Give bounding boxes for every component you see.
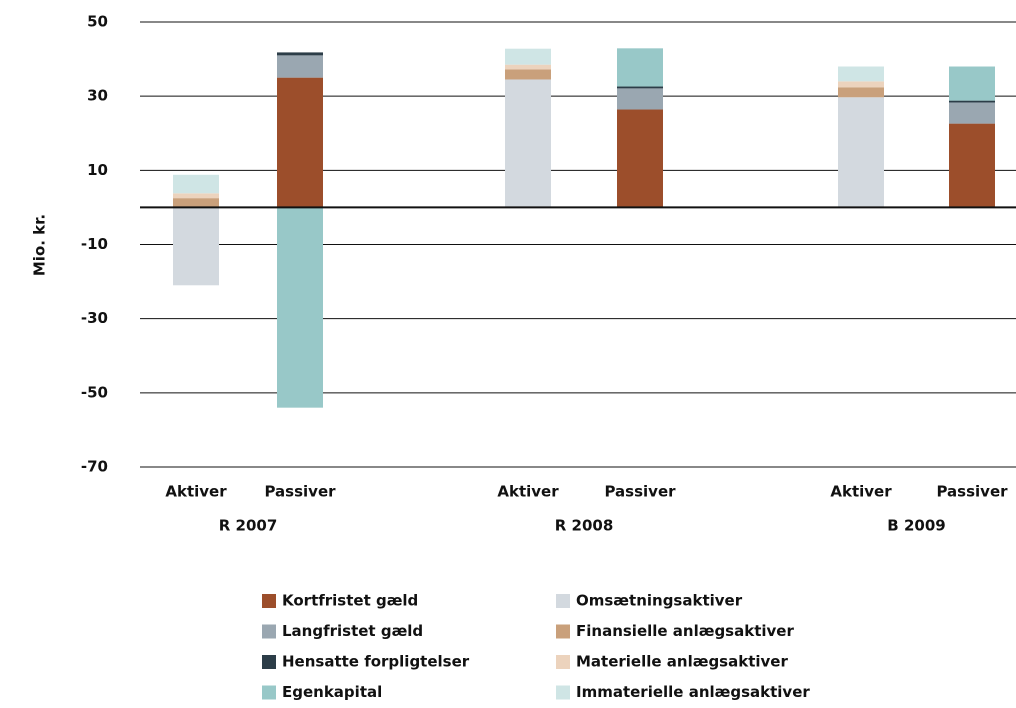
legend-swatch [556, 655, 570, 669]
legend-label: Omsætningsaktiver [576, 592, 743, 610]
bar-segment [173, 207, 219, 286]
legend-swatch [262, 655, 276, 669]
y-tick-label: -70 [81, 458, 108, 476]
bar-segment [173, 193, 219, 199]
legend-label: Materielle anlægsaktiver [576, 653, 788, 671]
bar-segment [617, 109, 663, 208]
bar-segment [505, 64, 551, 70]
bar-segment [277, 55, 323, 78]
bar-segment [617, 88, 663, 110]
y-tick-label: 30 [87, 87, 108, 105]
y-tick-label: -50 [81, 383, 108, 401]
legend-label: Finansielle anlægsaktiver [576, 622, 794, 640]
y-tick-label: 50 [87, 13, 108, 31]
bar-segment [173, 174, 219, 194]
bar-segment [277, 52, 323, 56]
legend-swatch [262, 624, 276, 639]
bar-segment [277, 77, 323, 208]
legend-label: Egenkapital [282, 683, 382, 701]
legend-swatch [556, 685, 570, 700]
x-tick-label: Aktiver [165, 483, 227, 501]
y-tick-label: -10 [81, 235, 108, 253]
legend-swatch [556, 594, 570, 608]
x-tick-label: Passiver [604, 483, 676, 501]
y-tick-label: -30 [81, 309, 108, 327]
bar-segment [949, 100, 995, 103]
bar-segment [505, 48, 551, 65]
y-tick-label: 10 [87, 161, 108, 179]
group-label: B 2009 [887, 517, 945, 535]
bar-segment [949, 66, 995, 101]
x-tick-label: Passiver [264, 483, 336, 501]
bar-segment [505, 79, 551, 208]
legend-label: Immaterielle anlægsaktiver [576, 683, 810, 701]
bar-segment [838, 97, 884, 208]
bar-segment [838, 66, 884, 82]
bar-segment [505, 69, 551, 80]
bar-segment [617, 48, 663, 87]
legend-label: Hensatte forpligtelser [282, 653, 470, 671]
group-label: R 2008 [555, 517, 614, 535]
bar-segment [949, 102, 995, 124]
legend-label: Langfristet gæld [282, 622, 423, 640]
bar-segment [617, 86, 663, 89]
bar-segment [949, 123, 995, 208]
group-label: R 2007 [219, 517, 278, 535]
legend-swatch [262, 685, 276, 700]
x-tick-label: Aktiver [497, 483, 559, 501]
x-tick-label: Passiver [936, 483, 1008, 501]
legend-swatch [556, 624, 570, 639]
bar-segment [277, 207, 323, 408]
bar-segment [838, 87, 884, 98]
x-tick-label: Aktiver [830, 483, 892, 501]
legend-swatch [262, 594, 276, 608]
legend-label: Kortfristet gæld [282, 592, 418, 610]
y-axis-label: Mio. kr. [31, 214, 49, 276]
bar-segment [838, 81, 884, 88]
bar-segment [173, 198, 219, 208]
